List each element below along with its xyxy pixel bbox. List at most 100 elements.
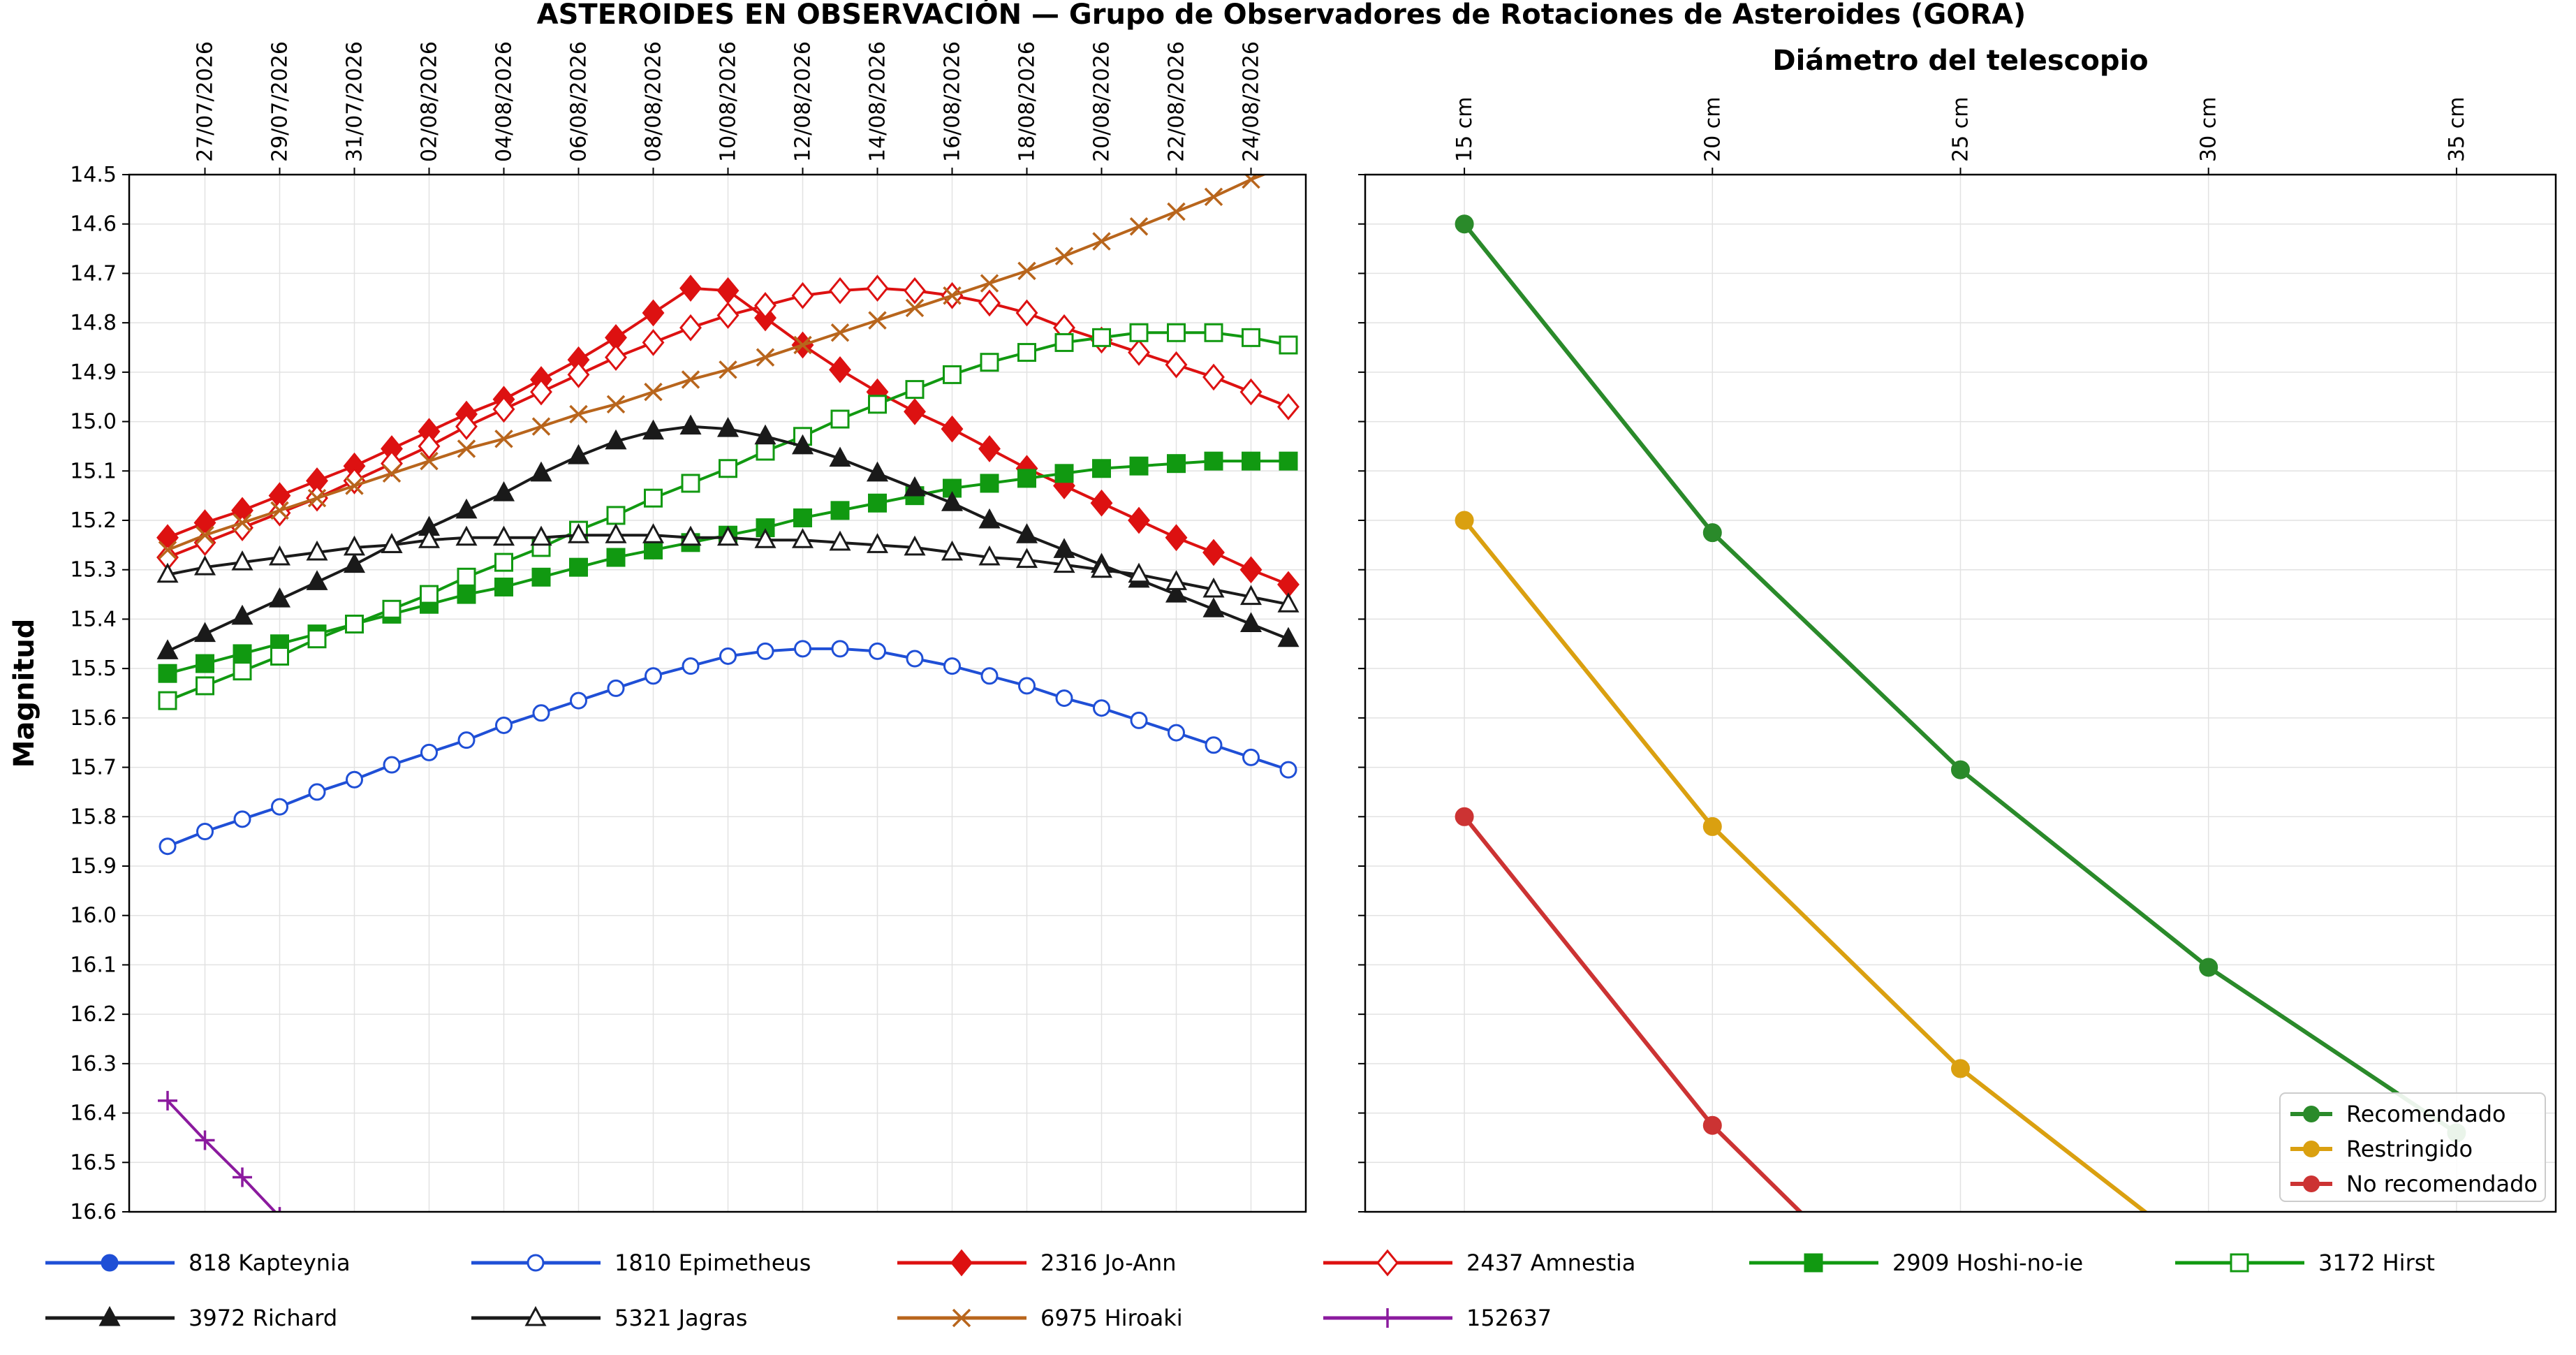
data-point [1239, 378, 1263, 406]
data-point [1279, 761, 1297, 779]
data-point [980, 667, 999, 685]
data-point [682, 657, 700, 675]
data-point [606, 395, 626, 414]
y-tick-label: 16.6 [70, 1200, 117, 1224]
data-point [906, 650, 924, 668]
data-point [530, 525, 552, 546]
data-point [494, 552, 513, 572]
data-point [418, 432, 441, 460]
legend-swatch-marker [950, 1249, 973, 1277]
data-point [866, 533, 889, 553]
y-tick-label: 15.8 [70, 805, 117, 829]
data-point [869, 642, 886, 660]
data-point [1242, 748, 1260, 766]
data-point [978, 435, 1001, 462]
legend-label: Restringido [2346, 1136, 2473, 1162]
threshold-line-1 [1462, 519, 2149, 1212]
x-tick-label: 18/08/2026 [1015, 41, 1040, 162]
data-point [1239, 585, 1263, 606]
data-point [941, 415, 964, 443]
data-point [346, 770, 363, 789]
data-point [196, 654, 214, 673]
threshold-point [1951, 1059, 1970, 1078]
x-tick-label: 20/08/2026 [1090, 41, 1114, 162]
data-point [1090, 489, 1113, 517]
data-point [1202, 597, 1225, 617]
data-point [754, 528, 777, 548]
data-point [905, 298, 925, 318]
x-tick-label: 16/08/2026 [941, 41, 965, 162]
x-tick-label: 35 cm [2445, 97, 2469, 162]
data-point [607, 679, 625, 697]
data-point [233, 644, 252, 664]
data-point [716, 417, 739, 437]
legend-swatch-marker [1376, 1249, 1399, 1277]
data-point [343, 535, 366, 556]
data-point [1205, 736, 1223, 754]
data-point [196, 676, 214, 696]
data-point [1202, 363, 1225, 391]
y-tick-label: 15.4 [70, 607, 117, 631]
data-point [606, 506, 626, 525]
data-point [531, 567, 551, 587]
legend-label: 2437 Amnestia [1466, 1250, 1635, 1276]
legend-swatch-marker [2303, 1141, 2320, 1157]
data-point [1015, 299, 1038, 327]
threshold-point [1455, 214, 1474, 234]
data-point [271, 798, 288, 816]
legend-swatch-marker [1378, 1308, 1397, 1328]
data-point [270, 501, 289, 520]
data-point [1167, 323, 1186, 342]
data-point [793, 508, 812, 527]
y-tick-label: 14.5 [70, 163, 117, 187]
data-point [1279, 335, 1298, 355]
data-point [494, 430, 513, 448]
data-point [1092, 328, 1111, 347]
y-tick-label: 15.1 [70, 459, 117, 483]
data-point [868, 311, 887, 330]
data-point [158, 1090, 177, 1111]
data-point [420, 743, 438, 761]
data-point [943, 657, 961, 675]
y-tick-label: 15.7 [70, 756, 117, 780]
data-point [492, 525, 515, 546]
data-point [306, 540, 328, 561]
data-point [681, 370, 700, 389]
y-tick-label: 15.2 [70, 508, 117, 533]
data-point [233, 661, 252, 681]
data-point [978, 508, 1001, 529]
data-point [1053, 552, 1075, 573]
data-point [1165, 351, 1188, 379]
data-point [455, 498, 478, 519]
data-point [196, 823, 214, 840]
threshold-point [1455, 511, 1474, 530]
data-point [756, 441, 775, 461]
data-point [270, 646, 289, 666]
data-point [420, 451, 439, 471]
legend-label: 2909 Hoshi-no-ie [1892, 1250, 2083, 1276]
data-point [943, 365, 962, 384]
left-series-group [156, 175, 1300, 1212]
x-tick-label: 10/08/2026 [716, 41, 741, 162]
data-point [644, 488, 663, 508]
data-point [1018, 677, 1036, 695]
data-point [268, 545, 291, 566]
x-tick-label: 25 cm [1949, 97, 1973, 162]
data-point [530, 378, 552, 406]
data-point [196, 525, 214, 545]
data-point [904, 535, 926, 556]
data-point [642, 523, 665, 543]
data-point [1129, 456, 1149, 476]
right-chart: 15 cm 20 cm 25 cm 30 cm 35 cm Diámetro del te… [1358, 45, 2557, 1213]
legend-swatch-marker [101, 1254, 119, 1272]
data-point [719, 360, 737, 379]
data-point [1092, 232, 1111, 251]
y-tick-label: 16.1 [70, 953, 117, 977]
data-point [642, 419, 665, 440]
data-point [605, 344, 627, 372]
data-point [567, 523, 590, 543]
data-point [231, 550, 253, 571]
data-point [644, 382, 663, 402]
data-point [268, 587, 291, 608]
data-point [193, 622, 216, 643]
